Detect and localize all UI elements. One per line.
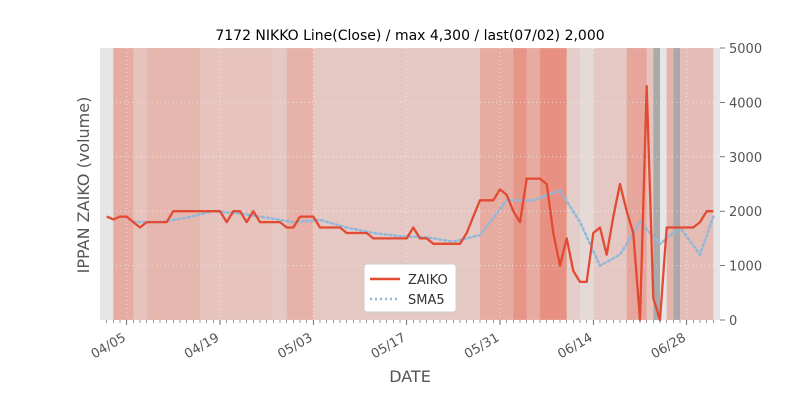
x-tick-label-0: 04/05: [89, 330, 129, 362]
x-axis-label: DATE: [389, 367, 431, 386]
series-line-sma5: [132, 188, 715, 268]
band-3: [200, 48, 274, 320]
band-5: [286, 48, 314, 320]
y-axis-label: IPPAN ZAIKO (volume): [74, 97, 93, 274]
chart-title: 7172 NIKKO Line(Close) / max 4,300 / las…: [215, 28, 604, 44]
band-4: [273, 48, 287, 320]
band-7: [480, 48, 514, 320]
y-axis: 0 1000 2000 3000 4000 5000: [720, 42, 762, 329]
x-axis: 04/05 04/19 05/03 05/17 05/31 06/14 06/28: [89, 320, 714, 362]
band-1: [133, 48, 147, 320]
band-2: [146, 48, 200, 320]
series-line-zaiko: [106, 84, 714, 322]
y-tick-label-1: 1000: [729, 260, 762, 275]
band-10: [540, 48, 567, 320]
band-13: [593, 48, 627, 320]
y-tick-label-0: 0: [729, 314, 737, 329]
grid-layer: [100, 47, 720, 321]
band-layer: [113, 48, 714, 320]
y-tick-label-3: 3000: [729, 151, 762, 166]
x-tick-label-2: 05/03: [275, 330, 315, 362]
legend-label-sma5: SMA5: [408, 293, 445, 308]
legend: ZAIKO SMA5: [363, 263, 457, 313]
x-tick-label-5: 06/14: [555, 330, 595, 362]
y-tick-label-2: 2000: [729, 205, 762, 220]
x-tick-label-1: 04/19: [182, 330, 222, 362]
y-tick-label-5: 5000: [729, 42, 762, 57]
legend-label-zaiko: ZAIKO: [408, 273, 448, 288]
grey-band-0: [653, 48, 660, 320]
x-tick-label-4: 05/31: [462, 330, 502, 362]
band-0: [113, 48, 134, 320]
band-8: [513, 48, 527, 320]
band-16: [666, 48, 674, 320]
grey-band-1: [673, 48, 680, 320]
x-tick-label-3: 05/17: [369, 330, 409, 362]
band-9: [526, 48, 540, 320]
band-17: [680, 48, 714, 320]
y-tick-label-4: 4000: [729, 96, 762, 111]
x-tick-label-6: 06/28: [649, 330, 689, 362]
series-layer: [106, 84, 715, 322]
